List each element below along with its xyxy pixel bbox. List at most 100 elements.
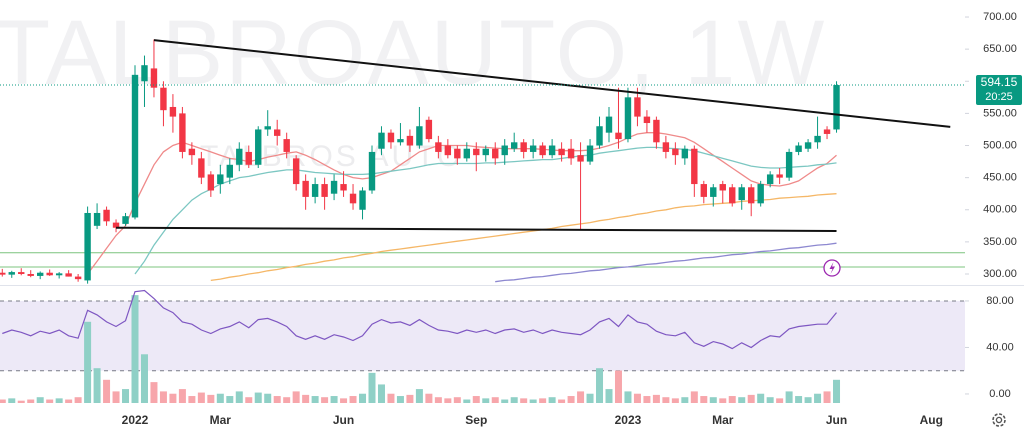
volume-bar [671, 398, 679, 403]
y-tick-label: 500.00 [983, 139, 1017, 151]
candle [814, 116, 821, 149]
candle-body [681, 148, 689, 159]
volume-bar [377, 384, 385, 403]
trendline [116, 226, 837, 232]
candle [378, 126, 385, 156]
candle-body [179, 113, 186, 152]
volume-bar [131, 295, 139, 403]
candle [501, 139, 508, 165]
volume-bar [387, 393, 395, 403]
candle [804, 139, 812, 152]
candle [55, 272, 63, 279]
candle [700, 180, 707, 204]
volume-bar [529, 399, 537, 403]
axes: 2022 Mar Jun Sep 2023 Mar Jun Aug 300.00 350.00 40… [0, 11, 1022, 427]
candle [577, 142, 584, 230]
candle [766, 171, 774, 188]
candle [482, 145, 489, 162]
candle [321, 177, 328, 210]
candle-body [738, 187, 745, 201]
candle-body [558, 148, 565, 156]
y-tick-label: 700.00 [983, 11, 1017, 23]
candle [387, 129, 395, 149]
candle [359, 187, 366, 220]
volume-bar [396, 396, 404, 403]
candle-body [482, 148, 489, 156]
volume-bar [463, 399, 471, 403]
candle-body [766, 174, 774, 185]
volume-bar [36, 397, 44, 403]
candle [492, 142, 499, 165]
y-tick-label: 650.00 [983, 43, 1017, 55]
volume-bar [17, 400, 25, 403]
volume-bar [169, 393, 177, 403]
candle [8, 270, 15, 278]
candle [245, 145, 252, 169]
candle [198, 151, 205, 185]
candle [169, 94, 177, 133]
candle [454, 145, 461, 165]
rsi-line [2, 289, 837, 350]
candle-body [567, 148, 575, 159]
volume-bar [444, 398, 452, 403]
candle [131, 65, 139, 220]
candle [283, 132, 290, 159]
alert-icon[interactable] [823, 259, 841, 277]
candle-body [425, 119, 433, 140]
y-tick-label: 400.00 [983, 204, 1017, 216]
candle-body [596, 126, 603, 146]
candle-body [729, 187, 736, 204]
candle [255, 126, 262, 169]
volume-bar [46, 399, 54, 403]
candle-body [131, 74, 139, 218]
candle-body [217, 174, 224, 185]
candle [539, 142, 546, 159]
candle-body [37, 272, 44, 276]
candle-body [236, 148, 243, 165]
volume-bar [757, 393, 765, 403]
candle-body [141, 65, 148, 82]
candle-body [150, 68, 158, 88]
candle-body [378, 132, 385, 149]
candle [122, 212, 129, 226]
candle-body [463, 148, 470, 159]
volume-bar [103, 379, 111, 403]
candle-body [577, 155, 584, 162]
candle-body [65, 273, 72, 277]
volume-bar [434, 397, 442, 403]
y-tick-label: 80.00 [986, 295, 1014, 307]
volume-bar [501, 399, 509, 403]
volume-bar [652, 394, 660, 403]
candle [719, 180, 726, 204]
candle-body [122, 216, 129, 224]
volume-bar [415, 389, 423, 403]
candle [748, 184, 755, 217]
volume-bar [359, 393, 367, 403]
candle-body [624, 97, 632, 140]
candle-body [823, 129, 831, 134]
volume-bar [311, 396, 319, 403]
volume-bar [738, 397, 746, 403]
volume-bar [273, 396, 281, 403]
candle-body [653, 119, 660, 143]
candle-body [501, 145, 508, 156]
moving-average [495, 242, 837, 283]
candle [188, 142, 196, 165]
y-tick-label: 300.00 [983, 268, 1017, 280]
volume-bar [65, 399, 73, 403]
candle [558, 142, 565, 162]
candle [833, 81, 840, 133]
volume-bar [491, 397, 499, 403]
candle-body [207, 174, 215, 191]
volume-bar [614, 370, 622, 403]
candle-body [520, 142, 527, 152]
x-tick-label: 2022 [122, 413, 149, 427]
candle-body [615, 132, 622, 140]
volume-bar [633, 393, 641, 403]
volume-bar [700, 396, 708, 403]
candle [615, 87, 622, 149]
levels [0, 252, 965, 268]
settings-icon[interactable] [992, 413, 1006, 427]
candle [586, 139, 594, 165]
volume-bar [785, 391, 793, 403]
